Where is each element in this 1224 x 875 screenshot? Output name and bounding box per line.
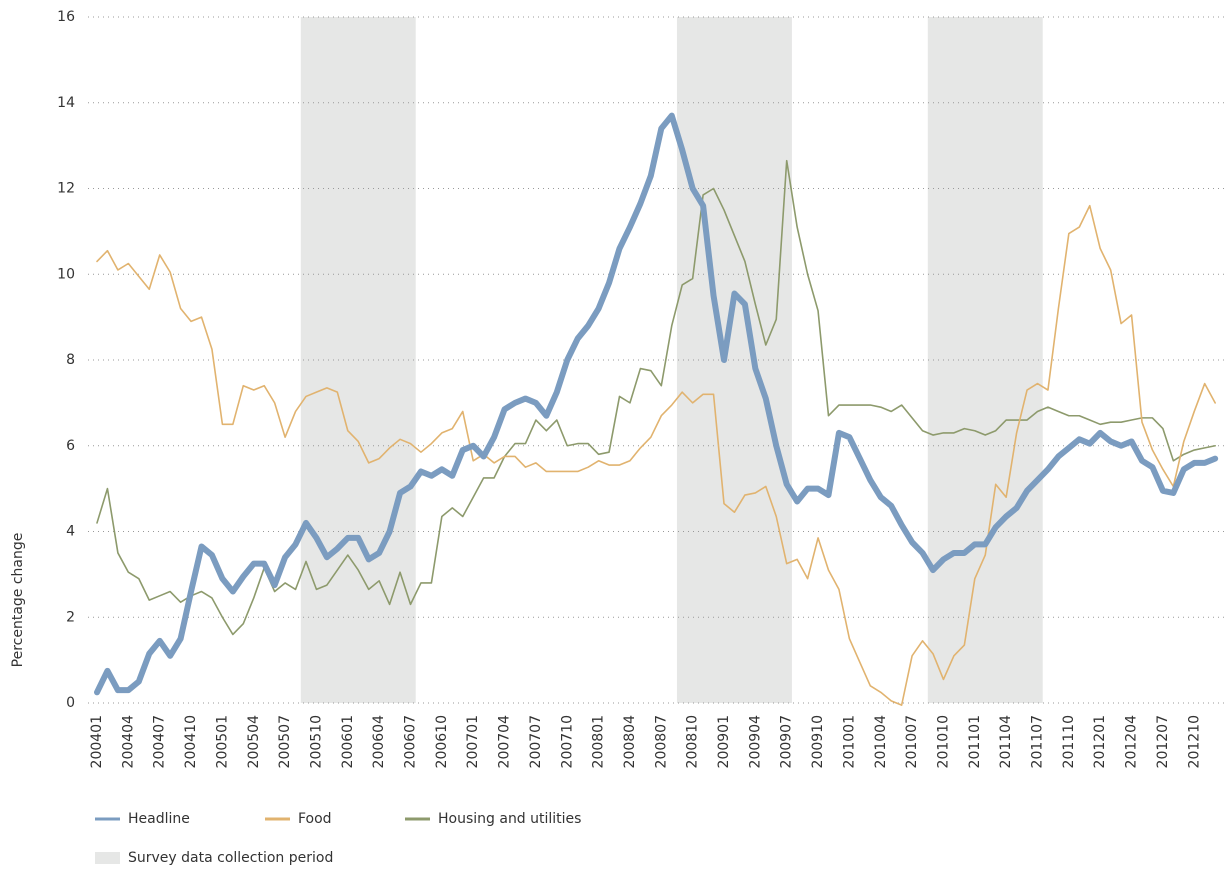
x-tick-label: 200510: [308, 715, 324, 768]
y-tick-label: 2: [66, 609, 75, 625]
x-tick-label: 200904: [747, 715, 763, 769]
y-tick-label: 4: [66, 524, 75, 540]
series-line: [96, 204, 1216, 706]
x-tick-label: 201007: [904, 715, 920, 768]
x-tick-label: 200407: [152, 715, 168, 768]
x-tick-label: 200704: [497, 715, 513, 769]
x-tick-label: 201201: [1092, 715, 1108, 768]
x-tick-label: 200401: [89, 715, 105, 768]
legend-swatch: [95, 852, 120, 864]
y-tick-label: 12: [57, 181, 75, 197]
shaded-period: [927, 17, 1043, 703]
x-tick-label: 200907: [779, 715, 795, 768]
series-line: [96, 159, 1216, 636]
x-tick-label: 200507: [277, 715, 293, 768]
x-tick-label: 200810: [685, 715, 701, 768]
y-tick-label: 0: [66, 695, 75, 711]
x-tick-label: 200804: [622, 715, 638, 769]
legend-label: Housing and utilities: [438, 811, 581, 827]
y-axis-title: Percentage change: [10, 533, 26, 668]
x-tick-label: 200901: [716, 715, 732, 768]
x-tick-label: 201004: [873, 715, 889, 769]
x-tick-label: 201107: [1030, 715, 1046, 768]
x-tick-label: 201104: [998, 715, 1014, 769]
x-tick-label: 200410: [183, 715, 199, 768]
x-tick-label: 200504: [246, 715, 262, 769]
legend-label: Survey data collection period: [128, 850, 333, 866]
x-tick-label: 200707: [528, 715, 544, 768]
y-tick-label: 8: [66, 352, 75, 368]
x-tick-label: 200604: [371, 715, 387, 769]
x-tick-label: 201204: [1124, 715, 1140, 769]
x-tick-label: 200610: [434, 715, 450, 768]
x-tick-label: 200801: [591, 715, 607, 768]
x-tick-label: 200910: [810, 715, 826, 768]
legend-label: Food: [298, 811, 332, 827]
shaded-period: [676, 17, 792, 703]
x-tick-label: 200710: [559, 715, 575, 768]
x-tick-label: 201101: [967, 715, 983, 768]
x-tick-label: 200404: [120, 715, 136, 769]
x-tick-label: 201110: [1061, 715, 1077, 768]
x-tick-label: 200701: [465, 715, 481, 768]
x-tick-label: 200807: [653, 715, 669, 768]
y-tick-label: 10: [57, 266, 75, 282]
y-tick-label: 6: [66, 438, 75, 454]
x-tick-label: 200607: [403, 715, 419, 768]
x-tick-label: 201210: [1186, 715, 1202, 768]
series-line: [94, 112, 1219, 696]
x-tick-label: 200601: [340, 715, 356, 768]
x-tick-label: 201010: [935, 715, 951, 768]
x-tick-label: 201001: [841, 715, 857, 768]
legend-label: Headline: [128, 811, 190, 827]
x-tick-label: 200501: [214, 715, 230, 768]
y-tick-label: 16: [57, 9, 75, 25]
x-tick-label: 201207: [1155, 715, 1171, 768]
y-tick-label: 14: [57, 95, 75, 111]
